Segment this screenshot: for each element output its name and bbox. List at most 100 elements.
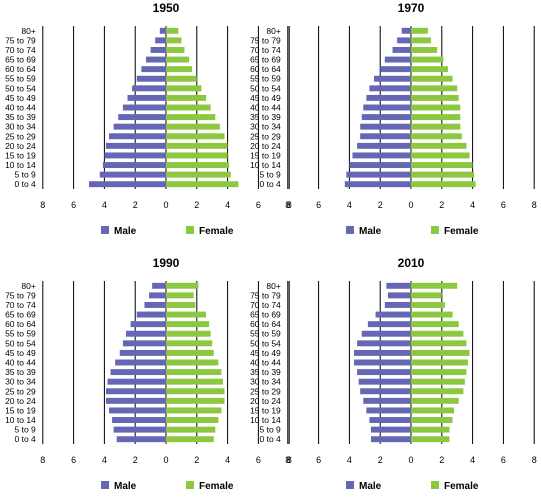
chart-1-age-label: 50 to 54 xyxy=(250,83,281,93)
chart-3-age-label: 0 to 4 xyxy=(260,434,282,444)
chart-3-female-bar xyxy=(411,330,464,337)
chart-1-male-bar xyxy=(392,46,411,53)
chart-3-male-bar xyxy=(354,359,411,366)
chart-0-male-bar xyxy=(104,152,166,159)
chart-3-tick-label: 2 xyxy=(439,455,444,465)
chart-0-male-bar xyxy=(155,37,166,44)
chart-2-male-bar xyxy=(115,359,166,366)
chart-1-male-bar xyxy=(374,75,411,82)
chart-0-tick-label: 0 xyxy=(163,200,168,210)
chart-3-male-bar xyxy=(375,311,411,318)
chart-1-age-label: 25 to 29 xyxy=(250,131,281,141)
chart-1-tick-label: 4 xyxy=(347,200,352,210)
chart-0-age-label: 70 to 74 xyxy=(5,45,36,55)
chart-1-male-bar xyxy=(361,114,411,121)
chart-1-male-bar xyxy=(344,181,411,188)
chart-0-male-bar xyxy=(109,133,166,140)
chart-1-male-bar xyxy=(397,37,411,44)
chart-3-female-bar xyxy=(411,378,465,385)
chart-3-age-label: 65 to 69 xyxy=(250,310,281,320)
chart-2-female-bar xyxy=(166,301,196,308)
chart-2-male-bar xyxy=(113,426,166,433)
chart-0-age-label: 45 to 49 xyxy=(5,93,36,103)
chart-2-female-bar xyxy=(166,292,194,299)
chart-2-age-label: 70 to 74 xyxy=(5,300,36,310)
chart-0-male-bar xyxy=(132,85,166,92)
chart-0-male-bar xyxy=(127,94,166,101)
chart-3-legend-male-label: Male xyxy=(359,481,382,492)
chart-0-tick-label: 4 xyxy=(102,200,107,210)
chart-2-legend-male-swatch xyxy=(101,481,109,489)
chart-2-male-bar xyxy=(144,301,166,308)
chart-1-female-bar xyxy=(411,85,458,92)
chart-3-tick-label: 4 xyxy=(470,455,475,465)
chart-0-male-bar xyxy=(99,171,166,178)
chart-0-male-bar xyxy=(136,75,166,82)
chart-0-tick-label: 8 xyxy=(40,200,45,210)
chart-2-tick-label: 6 xyxy=(71,455,76,465)
chart-2-male-bar xyxy=(110,369,166,376)
chart-0-female-bar xyxy=(166,104,211,111)
chart-3-legend-female-swatch xyxy=(431,481,439,489)
chart-1-tick-label: 6 xyxy=(316,200,321,210)
chart-1-female-bar xyxy=(411,56,444,63)
chart-3-age-label: 5 to 9 xyxy=(260,425,282,435)
chart-2-female-bar xyxy=(166,311,207,318)
chart-2-age-label: 30 to 34 xyxy=(5,377,36,387)
chart-0-male-bar xyxy=(122,104,166,111)
chart-2-female-bar xyxy=(166,330,211,337)
chart-3-age-label: 75 to 79 xyxy=(250,290,281,300)
chart-1-legend-male-swatch xyxy=(346,226,354,234)
chart-2-male-bar xyxy=(105,388,166,395)
chart-2-tick-label: 4 xyxy=(225,455,230,465)
chart-2-female-bar xyxy=(166,378,223,385)
chart-1-age-label: 45 to 49 xyxy=(250,93,281,103)
chart-1-legend-female-label: Female xyxy=(444,226,479,237)
chart-1-legend-male-label: Male xyxy=(359,226,382,237)
chart-1-age-label: 15 to 19 xyxy=(250,150,281,160)
chart-2-male-bar xyxy=(109,407,166,414)
chart-1-female-bar xyxy=(411,37,432,44)
chart-1-tick-label: 2 xyxy=(439,200,444,210)
chart-2-tick-label: 4 xyxy=(102,455,107,465)
chart-2-male-bar xyxy=(125,330,166,337)
chart-0-male-bar xyxy=(105,142,166,149)
chart-3-female-bar xyxy=(411,369,467,376)
chart-1-female-bar xyxy=(411,133,462,140)
chart-0-tick-label: 4 xyxy=(225,200,230,210)
chart-1-female-bar xyxy=(411,181,476,188)
chart-1-male-bar xyxy=(384,56,411,63)
chart-0-age-label: 15 to 19 xyxy=(5,150,36,160)
chart-3-age-label: 20 to 24 xyxy=(250,396,281,406)
chart-1-age-label: 30 to 34 xyxy=(250,122,281,132)
chart-0-female-bar xyxy=(166,27,179,34)
chart-2-male-bar xyxy=(116,436,166,443)
chart-1-age-label: 60 to 64 xyxy=(250,64,281,74)
chart-3-female-bar xyxy=(411,282,458,289)
chart-0-male-bar xyxy=(118,114,166,121)
chart-1-male-bar xyxy=(380,66,411,73)
chart-3-legend-female-label: Female xyxy=(444,481,479,492)
chart-1-male-bar xyxy=(349,162,411,169)
chart-2-legend-female-label: Female xyxy=(199,481,234,492)
chart-2-title: 1990 xyxy=(153,256,180,270)
chart-1-age-label: 5 to 9 xyxy=(260,170,282,180)
chart-2-age-label: 0 to 4 xyxy=(15,434,37,444)
chart-3-female-bar xyxy=(411,321,459,328)
chart-3-female-bar xyxy=(411,349,470,356)
chart-0-age-label: 10 to 14 xyxy=(5,160,36,170)
chart-3-female-bar xyxy=(411,388,464,395)
chart-2-age-label: 60 to 64 xyxy=(5,319,36,329)
chart-1-age-label: 55 to 59 xyxy=(250,74,281,84)
chart-1-female-bar xyxy=(411,104,461,111)
chart-2-legend-female-swatch xyxy=(186,481,194,489)
chart-1-age-label: 0 to 4 xyxy=(260,179,282,189)
chart-2-female-bar xyxy=(166,426,216,433)
chart-1-male-bar xyxy=(401,27,411,34)
chart-2-age-label: 75 to 79 xyxy=(5,290,36,300)
chart-1-female-bar xyxy=(411,27,428,34)
chart-1-female-bar xyxy=(411,114,461,121)
chart-0-tick-label: 2 xyxy=(194,200,199,210)
chart-2-age-label: 25 to 29 xyxy=(5,386,36,396)
chart-0-male-bar xyxy=(89,181,166,188)
